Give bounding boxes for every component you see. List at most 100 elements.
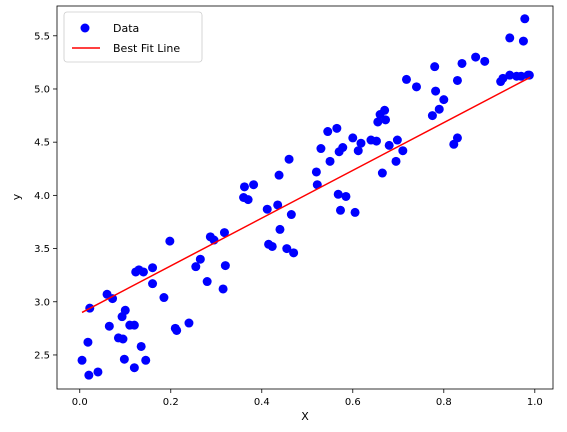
data-point-96 xyxy=(520,14,530,24)
data-point-27 xyxy=(184,318,194,328)
y-tick-label-1: 3.0 xyxy=(34,297,50,308)
data-point-20 xyxy=(141,355,151,365)
data-point-33 xyxy=(218,284,228,294)
data-point-61 xyxy=(348,133,358,143)
data-point-84 xyxy=(452,75,462,85)
data-point-90 xyxy=(498,73,508,83)
x-tick-label-0: 0.0 xyxy=(72,397,88,408)
y-tick-label-2: 3.5 xyxy=(34,244,50,255)
x-tick-label-1: 0.2 xyxy=(163,397,179,408)
data-points-group xyxy=(77,14,534,380)
data-point-48 xyxy=(286,210,296,220)
data-point-77 xyxy=(411,82,421,92)
y-tick-label-0: 2.5 xyxy=(34,350,50,361)
x-tick-label-2: 0.4 xyxy=(254,397,270,408)
data-point-67 xyxy=(373,117,383,127)
y-axis-ticks: 2.5 3.0 3.5 4.0 4.5 5.0 5.5 xyxy=(34,31,57,361)
data-point-53 xyxy=(323,127,333,137)
x-tick-label-4: 0.8 xyxy=(436,397,452,408)
data-point-73 xyxy=(391,156,401,166)
legend-box xyxy=(63,11,203,63)
data-point-60 xyxy=(341,191,351,201)
y-tick-label-4: 4.5 xyxy=(34,138,50,149)
data-point-15 xyxy=(129,363,139,373)
data-point-29 xyxy=(195,254,205,264)
data-point-6 xyxy=(104,321,114,331)
data-point-1 xyxy=(84,370,94,380)
data-point-35 xyxy=(220,261,230,271)
data-point-59 xyxy=(338,143,348,152)
data-point-40 xyxy=(262,204,272,214)
data-point-79 xyxy=(430,62,440,72)
data-point-26 xyxy=(172,325,182,335)
data-point-69 xyxy=(377,168,387,178)
data-point-38 xyxy=(243,195,253,205)
data-point-22 xyxy=(148,263,158,273)
data-point-78 xyxy=(427,111,437,121)
data-point-74 xyxy=(392,135,402,145)
y-tick-label-3: 4.0 xyxy=(34,191,50,202)
data-point-95 xyxy=(518,36,528,46)
data-point-81 xyxy=(434,104,444,114)
data-point-91 xyxy=(505,33,515,43)
data-point-85 xyxy=(452,133,462,143)
data-point-28 xyxy=(191,262,201,272)
data-point-98 xyxy=(524,70,534,80)
data-point-42 xyxy=(267,241,277,251)
legend: Data Best Fit Line xyxy=(63,11,203,63)
data-point-86 xyxy=(457,58,467,68)
best-fit-line xyxy=(81,76,531,314)
data-point-66 xyxy=(371,136,381,146)
x-axis-ticks: 0.0 0.2 0.4 0.6 0.8 1.0 xyxy=(72,389,543,408)
data-point-14 xyxy=(129,320,139,330)
data-point-45 xyxy=(275,224,285,234)
data-point-63 xyxy=(353,146,363,156)
data-point-49 xyxy=(289,248,299,258)
data-point-80 xyxy=(431,86,441,96)
data-point-19 xyxy=(138,267,148,277)
data-point-21 xyxy=(148,279,158,289)
x-tick-label-3: 0.6 xyxy=(345,397,361,408)
data-point-94 xyxy=(516,71,526,81)
data-point-62 xyxy=(350,207,360,217)
legend-fit-line-label: Best Fit Line xyxy=(113,42,180,55)
plot-area xyxy=(57,6,553,389)
x-axis-label: X xyxy=(301,410,309,423)
data-point-50 xyxy=(311,167,321,177)
data-point-55 xyxy=(332,123,342,133)
y-tick-label-5: 5.0 xyxy=(34,84,50,95)
data-point-71 xyxy=(381,115,391,125)
data-point-58 xyxy=(335,205,345,215)
y-axis-label: y xyxy=(10,193,23,200)
data-point-54 xyxy=(325,156,335,166)
data-point-75 xyxy=(398,146,408,156)
data-point-64 xyxy=(356,138,366,148)
data-point-34 xyxy=(219,228,229,238)
data-point-9 xyxy=(118,334,128,344)
data-point-39 xyxy=(249,180,259,190)
legend-data-marker xyxy=(80,23,90,33)
data-point-72 xyxy=(384,140,394,150)
data-point-70 xyxy=(380,105,390,115)
data-point-44 xyxy=(274,170,284,180)
data-point-52 xyxy=(316,144,326,154)
data-point-23 xyxy=(159,293,169,303)
data-point-57 xyxy=(333,189,343,199)
data-point-11 xyxy=(119,354,129,364)
data-point-76 xyxy=(401,74,411,84)
data-point-82 xyxy=(439,95,449,105)
data-point-2 xyxy=(83,337,93,347)
data-point-4 xyxy=(93,367,103,377)
data-point-87 xyxy=(471,52,481,62)
data-point-92 xyxy=(505,70,515,80)
data-point-43 xyxy=(273,200,283,210)
legend-data-label: Data xyxy=(113,22,139,35)
data-point-18 xyxy=(136,341,146,351)
y-tick-label-6: 5.5 xyxy=(34,31,50,42)
data-point-46 xyxy=(282,244,292,254)
data-point-12 xyxy=(120,305,130,315)
data-point-88 xyxy=(480,56,490,66)
data-point-47 xyxy=(284,154,294,164)
plot-frame xyxy=(56,5,554,390)
